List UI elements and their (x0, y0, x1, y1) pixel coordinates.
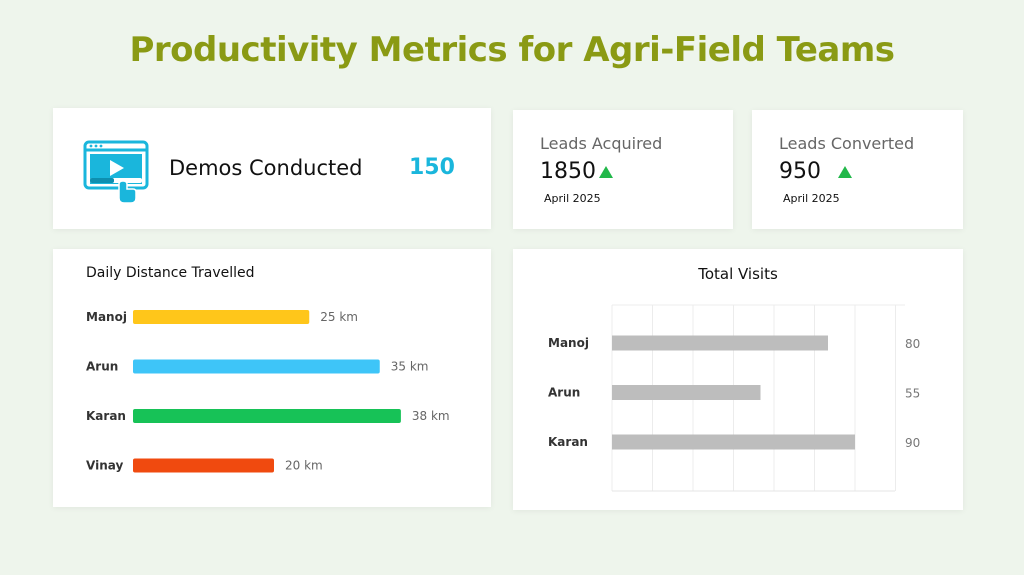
leads-converted-value: 950 (779, 159, 821, 184)
distance-chart: Manoj 25 km Arun 35 km Karan 38 km Vinay 20 km (86, 310, 450, 473)
data-label: 80 (905, 337, 920, 351)
data-label: 90 (905, 436, 920, 450)
demos-value: 150 (409, 155, 455, 180)
trend-up-icon (599, 166, 613, 178)
visits-chart-card: Total Visits Manoj 80 Arun 55 Karan 90 (513, 249, 963, 510)
category-label: Karan (86, 409, 126, 423)
category-label: Arun (548, 386, 580, 400)
category-label: Manoj (86, 310, 127, 324)
page-title: Productivity Metrics for Agri-Field Team… (129, 30, 895, 70)
leads-acquired-value: 1850 (540, 159, 596, 184)
bar (133, 409, 401, 423)
leads-converted-period: April 2025 (783, 192, 840, 205)
bar (133, 458, 274, 473)
data-label: 25 km (320, 310, 358, 324)
leads-converted-label: Leads Converted (779, 134, 915, 153)
category-label: Arun (86, 360, 118, 374)
distance-chart-card: Daily Distance Travelled Manoj 25 km Arun 3… (53, 249, 491, 507)
leads-acquired-label: Leads Acquired (540, 134, 663, 153)
demos-label: Demos Conducted (169, 156, 363, 180)
bar (612, 385, 761, 400)
bar (133, 359, 380, 374)
bar (133, 310, 310, 324)
data-label: 55 (905, 387, 920, 401)
bar (612, 335, 828, 351)
distance-chart-title: Daily Distance Travelled (86, 265, 255, 281)
leads-acquired-period: April 2025 (544, 192, 601, 205)
category-label: Karan (548, 435, 588, 449)
category-label: Vinay (86, 459, 123, 473)
category-label: Manoj (548, 336, 589, 350)
video-demo-icon (83, 140, 149, 204)
trend-up-icon (838, 166, 852, 178)
data-label: 38 km (412, 409, 450, 423)
leads-acquired-card: Leads Acquired 1850 April 2025 (513, 110, 733, 229)
visits-chart: Manoj 80 Arun 55 Karan 90 (548, 304, 920, 492)
visits-chart-title: Total Visits (698, 265, 778, 283)
bar (612, 434, 855, 450)
demos-card: Demos Conducted 150 (53, 108, 491, 229)
leads-converted-card: Leads Converted 950 April 2025 (752, 110, 963, 229)
data-label: 20 km (285, 459, 323, 473)
data-label: 35 km (391, 360, 429, 374)
